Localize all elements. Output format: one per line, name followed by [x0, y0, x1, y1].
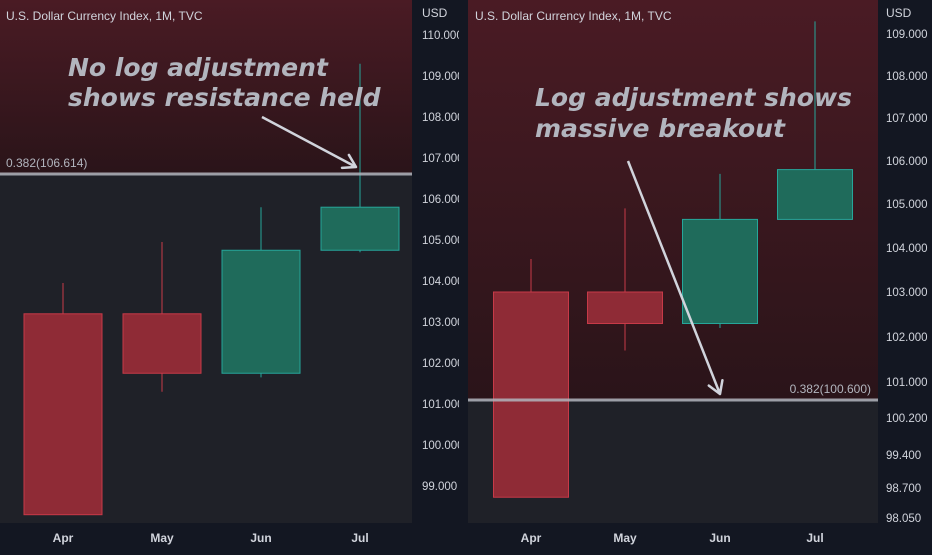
candle-body — [320, 206, 400, 251]
candle-body — [493, 291, 569, 498]
fib-level-label: 0.382(100.600) — [790, 382, 871, 396]
x-tick-label: Jun — [709, 531, 730, 545]
x-tick-label: Jul — [351, 531, 368, 545]
annotation-arrow — [261, 115, 357, 169]
annotation-text: shows resistance held — [68, 83, 382, 112]
y-tick-label: 103.000 — [886, 287, 928, 299]
candle-body — [221, 249, 301, 374]
candle-body — [587, 291, 663, 324]
chart-title: U.S. Dollar Currency Index, 1M, TVC — [475, 9, 672, 23]
chart-panel-2: 0.382(100.600) U.S. Dollar Currency Index… — [468, 0, 928, 545]
candle-body — [23, 313, 103, 516]
y-tick-label: 108.000 — [422, 112, 464, 124]
x-tick-label: Apr — [521, 531, 542, 545]
candle-body — [122, 313, 202, 374]
y-tick-label: 109.000 — [886, 29, 928, 41]
y-tick-label: 106.000 — [886, 156, 928, 168]
arrow-head — [707, 378, 724, 396]
y-tick-label: 107.000 — [886, 113, 928, 125]
y-tick-label: 107.000 — [422, 153, 464, 165]
chart-title: U.S. Dollar Currency Index, 1M, TVC — [6, 9, 203, 23]
x-tick-label: Apr — [53, 531, 74, 545]
candle-body — [777, 169, 853, 220]
y-tick-label: 102.000 — [886, 332, 928, 344]
y-tick-label: 101.000 — [886, 377, 928, 389]
x-tick-label: May — [150, 531, 174, 545]
y-tick-label: 100.200 — [886, 413, 928, 425]
y-tick-label: 104.000 — [422, 276, 464, 288]
currency-label: USD — [886, 6, 912, 20]
chart-panel-1: 0.382(106.614) U.S. Dollar Currency Index… — [0, 0, 464, 545]
y-tick-label: 108.000 — [886, 71, 928, 83]
annotation-text: Log adjustment shows — [535, 83, 852, 112]
annotation-arrow — [626, 160, 722, 395]
currency-label: USD — [422, 6, 448, 20]
y-tick-label: 101.000 — [422, 399, 464, 411]
x-tick-label: May — [613, 531, 637, 545]
y-tick-label: 102.000 — [422, 358, 464, 370]
y-tick-label: 105.000 — [886, 199, 928, 211]
y-tick-label: 99.400 — [886, 450, 921, 462]
candle-body — [682, 218, 758, 324]
x-tick-label: Jun — [250, 531, 271, 545]
arrow-head — [340, 153, 358, 170]
panel-divider — [459, 0, 468, 550]
y-tick-label: 98.050 — [886, 513, 921, 525]
fib-zone — [0, 0, 412, 174]
annotation-text: massive breakout — [535, 114, 786, 143]
y-tick-label: 110.000 — [422, 30, 463, 42]
fib-level-label: 0.382(106.614) — [6, 156, 87, 170]
y-tick-label: 106.000 — [422, 194, 464, 206]
x-tick-label: Jul — [806, 531, 823, 545]
y-tick-label: 103.000 — [422, 317, 464, 329]
y-tick-label: 104.000 — [886, 243, 928, 255]
y-tick-label: 98.700 — [886, 483, 921, 495]
y-tick-label: 99.000 — [422, 481, 457, 493]
annotation-text: No log adjustment — [68, 53, 329, 82]
y-tick-label: 100.000 — [422, 440, 464, 452]
y-tick-label: 109.000 — [422, 71, 464, 83]
y-tick-label: 105.000 — [422, 235, 464, 247]
